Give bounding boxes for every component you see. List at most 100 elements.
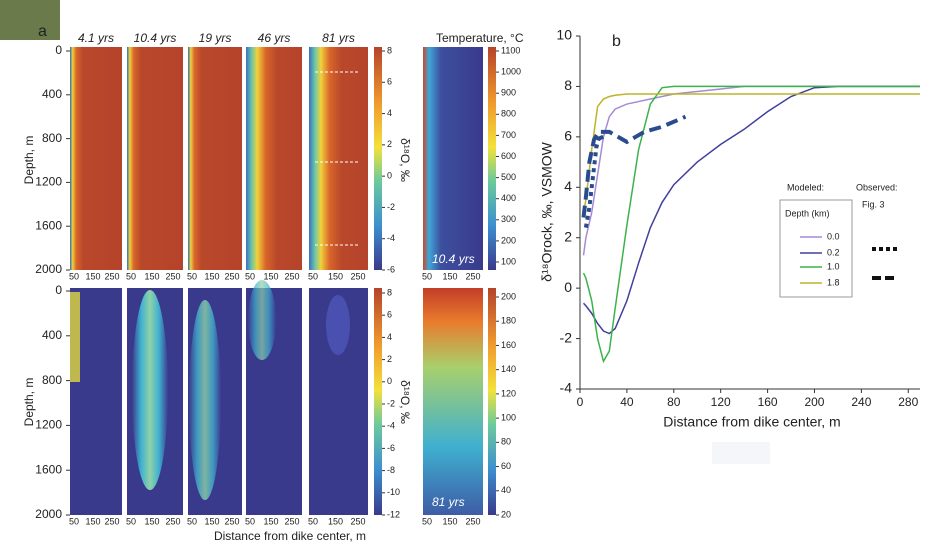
x-tick-label: 150 (263, 271, 278, 281)
x-tick-label: 50 (126, 271, 136, 281)
x-tick-label: 150 (85, 516, 100, 526)
colorbar-tick-label: 140 (501, 364, 516, 374)
observed-line (583, 128, 606, 228)
x-tick-label: 250 (165, 516, 180, 526)
time-label: 4.1 yrs (78, 31, 114, 45)
x-tick-label: 150 (442, 271, 457, 281)
y-tick-label: 10 (556, 27, 572, 43)
colorbar-tick-label: -12 (387, 509, 400, 519)
colorbar-tick-label: 8 (387, 45, 392, 55)
x-tick-label: 250 (350, 271, 365, 281)
colorbar-tick-label: 0 (387, 171, 392, 181)
y-tick-label: 1200 (35, 175, 62, 189)
colorbar-tick-label: 80 (501, 437, 511, 447)
smudge (712, 442, 770, 464)
colorbar-tick-label: 180 (501, 316, 516, 326)
colorbar (374, 47, 382, 270)
x-tick-label: 0 (577, 395, 584, 409)
time-label: 81 yrs (322, 31, 355, 45)
x-tick-label: 40 (620, 395, 634, 409)
colorbar-tick-label: 100 (501, 412, 516, 422)
plume (189, 300, 221, 500)
x-tick-label: 280 (898, 395, 918, 409)
time-label: 46 yrs (258, 31, 291, 45)
colorbar (488, 288, 496, 515)
legend-title: Depth (km) (785, 208, 830, 218)
colorbar-tick-label: 200 (501, 291, 516, 301)
y-tick-label: 2000 (35, 507, 62, 521)
colorbar-tick-label: 6 (387, 77, 392, 87)
y-tick-label: 8 (564, 77, 572, 93)
x-tick-label: 50 (126, 516, 136, 526)
colorbar-tick-label: 800 (501, 109, 516, 119)
x-tick-label: 160 (758, 395, 778, 409)
colorbar-tick-label: 900 (501, 88, 516, 98)
legend-heading: Modeled: (787, 182, 824, 192)
x-tick-label: 250 (465, 516, 480, 526)
y-tick-label: 2000 (35, 262, 62, 276)
colorbar-tick-label: -2 (387, 202, 395, 212)
panel-label: b (612, 33, 621, 50)
heatmap (127, 47, 183, 270)
y-tick-label: 0 (55, 43, 62, 57)
colorbar-tick-label: -4 (387, 421, 395, 431)
line (582, 85, 920, 256)
y-tick-label: 1600 (35, 462, 62, 476)
colorbar-tick-label: 6 (387, 310, 392, 320)
plume (70, 292, 80, 382)
colorbar-tick-label: 600 (501, 151, 516, 161)
colorbar (374, 288, 382, 515)
x-tick-label: 50 (422, 516, 432, 526)
y-axis-label: Depth, m (22, 378, 36, 427)
line (582, 85, 920, 335)
colorbar-tick-label: 2 (387, 139, 392, 149)
x-tick-label: 200 (804, 395, 824, 409)
colorbar-tick-label: 60 (501, 461, 511, 471)
time-label: 10.4 yrs (134, 31, 177, 45)
x-tick-label: 50 (245, 516, 255, 526)
x-tick-label: 250 (224, 516, 239, 526)
colorbar-tick-label: 120 (501, 388, 516, 398)
x-tick-label: 240 (851, 395, 871, 409)
legend-box (779, 199, 853, 298)
x-tick-label: 150 (144, 516, 159, 526)
x-tick-label: 50 (69, 516, 79, 526)
heatmap (309, 47, 368, 270)
plume (248, 280, 276, 360)
colorbar-tick-label: 4 (387, 332, 392, 342)
time-label: 81 yrs (432, 495, 465, 509)
colorbar (488, 47, 496, 270)
colorbar-tick-label: 40 (501, 485, 511, 495)
colorbar-tick-label: 400 (501, 193, 516, 203)
colorbar-label: δ¹⁸O, ‰ (398, 380, 412, 424)
panel-label: a (38, 23, 47, 40)
y-tick-label: 400 (42, 328, 62, 342)
x-tick-label: 50 (245, 271, 255, 281)
x-tick-label: 150 (204, 271, 219, 281)
heatmap (246, 47, 302, 270)
colorbar-tick-label: -4 (387, 233, 395, 243)
x-tick-label: 150 (263, 516, 278, 526)
plume (132, 290, 168, 490)
x-tick-label: 250 (284, 516, 299, 526)
colorbar-tick-label: -2 (387, 398, 395, 408)
legend-heading: Observed: (856, 182, 898, 192)
legend-label: 1.8 (827, 277, 840, 287)
x-tick-label: 80 (667, 395, 681, 409)
heatmap (70, 47, 122, 270)
x-tick-label: 150 (328, 516, 343, 526)
x-tick-label: 250 (224, 271, 239, 281)
y-tick-label: -4 (560, 380, 573, 396)
colorbar-tick-label: 0 (387, 376, 392, 386)
y-tick-label: 0 (55, 283, 62, 297)
y-tick-label: -2 (560, 329, 573, 345)
colorbar-tick-label: 300 (501, 214, 516, 224)
x-tick-label: 250 (165, 271, 180, 281)
colorbar-tick-label: 500 (501, 172, 516, 182)
plume (326, 295, 350, 355)
x-tick-label: 150 (204, 516, 219, 526)
colorbar-tick-label: 100 (501, 256, 516, 266)
y-tick-label: 0 (564, 279, 572, 295)
y-tick-label: 1600 (35, 218, 62, 232)
